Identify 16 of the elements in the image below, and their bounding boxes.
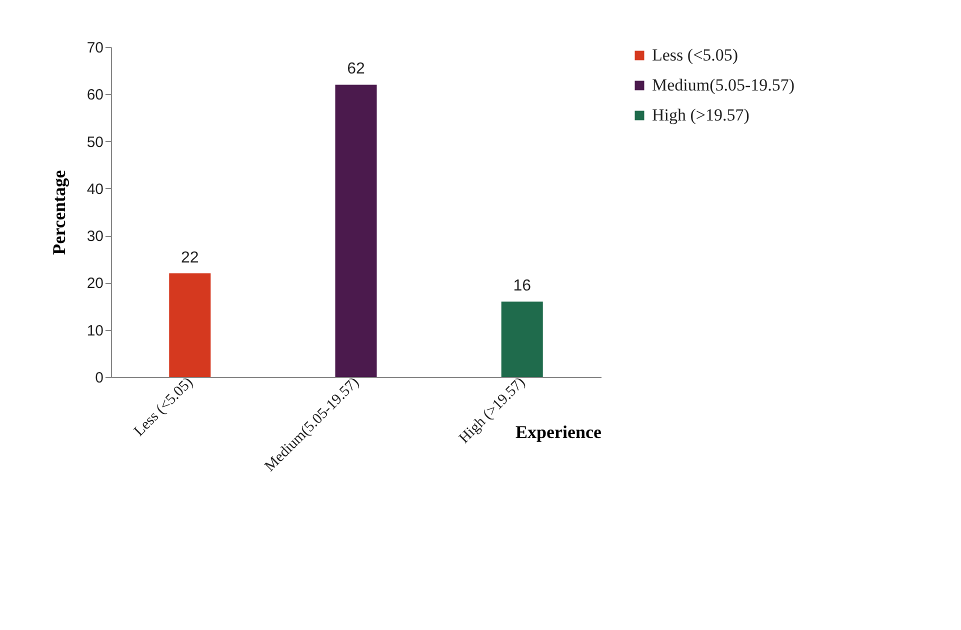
y-tick-label: 20 — [86, 275, 104, 292]
y-axis-title: Percentage — [48, 170, 69, 255]
data-label: 22 — [181, 249, 199, 266]
data-label: 62 — [347, 60, 365, 78]
x-axis-title: Experience — [516, 422, 602, 442]
y-tick-label: 70 — [86, 40, 104, 56]
y-tick-label: 40 — [86, 180, 104, 198]
y-tick-label: 60 — [86, 86, 104, 104]
legend-label: Less (<5.05) — [652, 46, 738, 64]
y-tick-label: 30 — [86, 228, 104, 246]
data-label: 16 — [513, 278, 532, 295]
y-tick-label: 10 — [86, 322, 104, 340]
y-tick-label: 0 — [95, 370, 104, 386]
legend-label: Medium(5.05-19.57) — [652, 76, 795, 94]
legend-label: High (>19.57) — [652, 106, 750, 124]
y-tick-label: 50 — [86, 134, 104, 151]
